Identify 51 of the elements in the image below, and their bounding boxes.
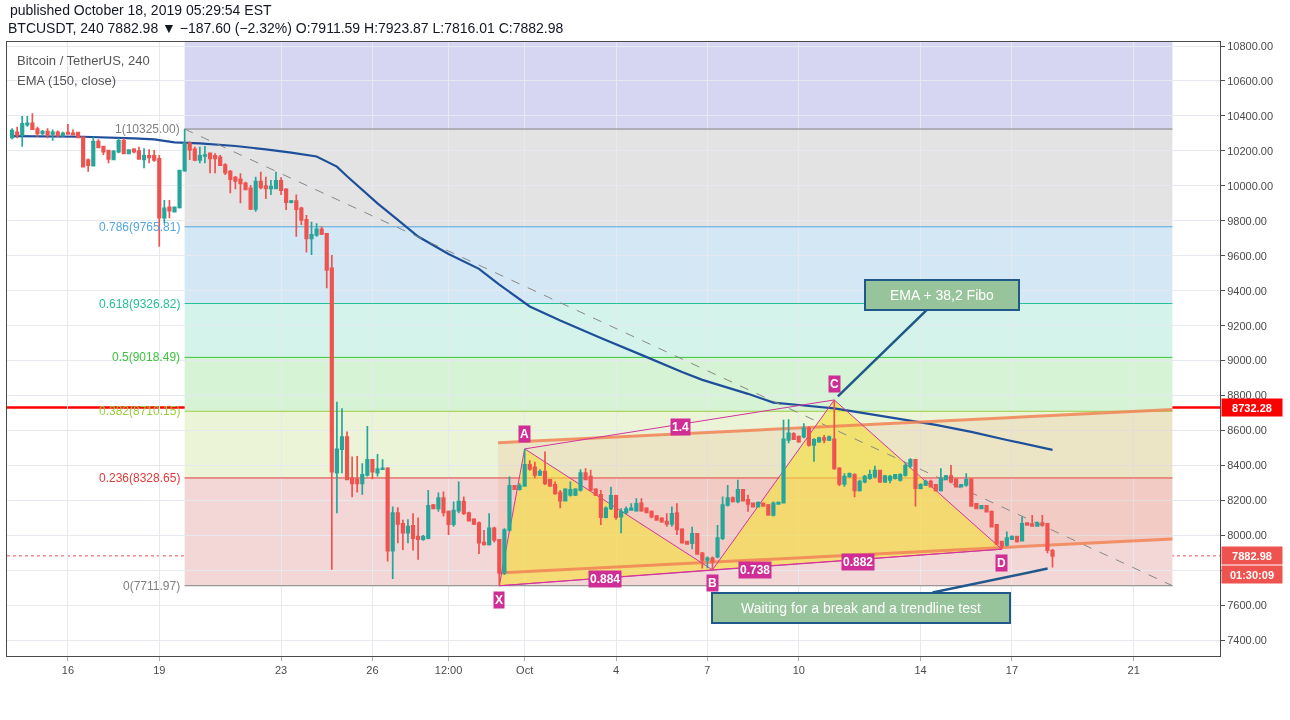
- ref-line-label: 1(10325.00): [115, 122, 180, 136]
- annotation: X: [495, 593, 504, 607]
- x-tick-label: 10: [792, 664, 805, 677]
- y-tick-label: 9000.00: [1227, 354, 1267, 367]
- annotation: C: [830, 377, 839, 391]
- annotation: 0.738: [740, 563, 771, 577]
- text: 01:30:09: [1229, 568, 1275, 581]
- x-tick-label: 16: [61, 664, 75, 677]
- x-tick-label: 21: [1127, 664, 1140, 677]
- y-tick-label: 10800.00: [1227, 39, 1274, 52]
- y-tick-label: 8400.00: [1227, 459, 1267, 472]
- annotation: 0.884: [590, 572, 621, 586]
- ref-line-label: 8732.28: [1232, 401, 1272, 414]
- x-tick-label: 12:00: [434, 664, 463, 677]
- annotation: EMA + 38,2 Fibo: [889, 287, 995, 303]
- x-tick-label: 7: [704, 664, 711, 677]
- y-tick-label: 10400.00: [1227, 109, 1274, 122]
- y-tick-label: 8200.00: [1227, 494, 1267, 507]
- y-tick-label: 8000.00: [1227, 529, 1267, 542]
- text: published October 18, 2019 05:29:54 EST: [10, 2, 272, 18]
- annotation: EMA (150, close): [17, 73, 116, 88]
- x-tick-label: 17: [1005, 664, 1019, 677]
- annotation: B: [708, 576, 717, 590]
- ref-line-label: 0.236(8328.65): [99, 471, 181, 485]
- annotation: D: [997, 556, 1006, 570]
- y-tick-label: 10200.00: [1227, 144, 1274, 157]
- y-tick-label: 9200.00: [1227, 319, 1267, 332]
- y-tick-label: 7600.00: [1227, 599, 1267, 612]
- ref-line-label: 0(7711.97): [123, 579, 181, 593]
- annotation: 1.4: [672, 420, 690, 434]
- y-tick-label: 9400.00: [1227, 284, 1267, 297]
- ref-line-label: 7882.98: [1232, 549, 1272, 562]
- y-tick-label: 10000.00: [1227, 179, 1274, 192]
- y-tick-label: 10600.00: [1227, 74, 1274, 87]
- x-tick-label: 26: [366, 664, 379, 677]
- y-tick-label: 9600.00: [1227, 249, 1267, 262]
- y-tick-label: 9800.00: [1227, 214, 1267, 227]
- annotation: 0.882: [843, 555, 874, 569]
- annotation: Waiting for a break and a trendline test: [740, 600, 982, 616]
- x-tick-label: Oct: [516, 664, 534, 677]
- y-tick-label: 8600.00: [1227, 424, 1267, 437]
- x-tick-label: 4: [612, 664, 620, 677]
- x-tick-label: 23: [274, 664, 288, 677]
- annotation: A: [520, 427, 529, 441]
- x-tick-label: 14: [914, 664, 927, 677]
- y-tick-label: 7400.00: [1227, 634, 1267, 647]
- ref-line-label: 0.618(9326.82): [99, 297, 181, 311]
- x-tick-label: 19: [153, 664, 166, 677]
- chart-title: BTCUSDT, 240 7882.98 ▼ −187.60 (−2.32%) O:7911.59 H:7923.87 L:7816.01 C:7882.98: [8, 19, 564, 36]
- ref-line-label: 0.5(9018.49): [112, 350, 181, 364]
- text: Bitcoin / TetherUS, 240: [17, 53, 150, 68]
